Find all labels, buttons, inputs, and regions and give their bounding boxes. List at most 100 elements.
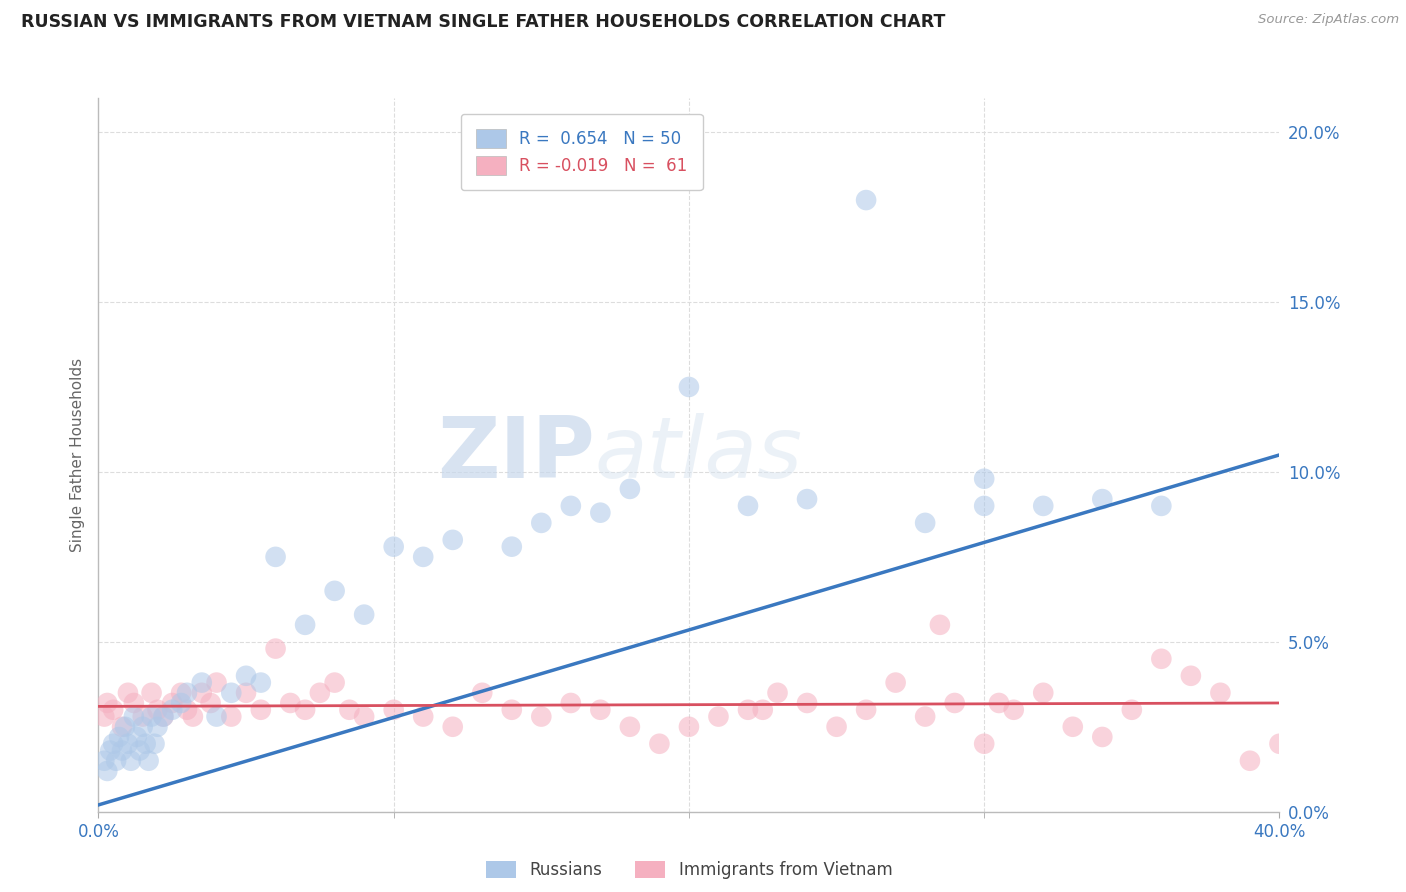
Point <box>855 703 877 717</box>
Point <box>943 696 966 710</box>
Point <box>125 730 148 744</box>
Point <box>560 696 582 710</box>
Point <box>120 754 142 768</box>
Point <box>235 686 257 700</box>
Point <box>1121 703 1143 717</box>
Point <box>146 720 169 734</box>
Text: ZIP: ZIP <box>437 413 595 497</box>
Point <box>884 675 907 690</box>
Point <box>200 696 222 710</box>
Point <box>114 720 136 734</box>
Point <box>96 764 118 778</box>
Point <box>337 703 360 717</box>
Point <box>987 696 1010 710</box>
Point <box>619 482 641 496</box>
Point <box>766 686 789 700</box>
Point <box>914 709 936 723</box>
Point <box>103 703 125 717</box>
Point <box>855 193 877 207</box>
Point <box>264 641 287 656</box>
Point <box>678 720 700 734</box>
Point <box>1180 669 1202 683</box>
Point <box>751 703 773 717</box>
Point <box>1002 703 1025 717</box>
Point <box>382 703 405 717</box>
Point <box>560 499 582 513</box>
Point <box>93 754 115 768</box>
Point <box>1239 754 1261 768</box>
Point <box>176 686 198 700</box>
Point <box>973 472 995 486</box>
Point <box>135 737 157 751</box>
Point <box>219 709 243 723</box>
Point <box>441 533 464 547</box>
Point <box>152 709 174 723</box>
Point <box>619 720 641 734</box>
Point <box>141 709 163 723</box>
Point <box>205 675 228 690</box>
Point <box>737 499 759 513</box>
Point <box>250 703 273 717</box>
Point <box>648 737 671 751</box>
Point <box>471 686 494 700</box>
Point <box>501 540 523 554</box>
Point <box>1150 499 1173 513</box>
Point <box>132 709 155 723</box>
Point <box>117 686 139 700</box>
Point <box>103 737 125 751</box>
Point <box>205 709 228 723</box>
Point <box>309 686 332 700</box>
Point <box>796 492 818 507</box>
Point <box>98 743 121 757</box>
Point <box>111 720 134 734</box>
Point <box>219 686 243 700</box>
Point <box>412 709 434 723</box>
Point <box>162 696 183 710</box>
Point <box>132 720 155 734</box>
Point <box>914 516 936 530</box>
Point <box>1268 737 1291 751</box>
Point <box>191 686 214 700</box>
Point <box>412 549 434 564</box>
Point <box>181 709 204 723</box>
Point <box>530 516 553 530</box>
Point <box>1062 720 1084 734</box>
Point <box>323 583 346 598</box>
Point <box>294 703 316 717</box>
Point <box>111 743 134 757</box>
Point <box>1150 652 1173 666</box>
Point <box>176 703 198 717</box>
Point <box>96 696 118 710</box>
Point <box>323 675 346 690</box>
Point <box>825 720 848 734</box>
Point <box>382 540 405 554</box>
Text: Source: ZipAtlas.com: Source: ZipAtlas.com <box>1258 13 1399 27</box>
Legend: Russians, Immigrants from Vietnam: Russians, Immigrants from Vietnam <box>479 854 898 886</box>
Point <box>143 737 166 751</box>
Y-axis label: Single Father Households: Single Father Households <box>69 358 84 552</box>
Point <box>1091 730 1114 744</box>
Point <box>1091 492 1114 507</box>
Point <box>152 709 174 723</box>
Point <box>278 696 302 710</box>
Point <box>162 703 183 717</box>
Point <box>1209 686 1232 700</box>
Point <box>796 696 818 710</box>
Point <box>737 703 759 717</box>
Point <box>530 709 553 723</box>
Point <box>353 709 375 723</box>
Point <box>128 743 150 757</box>
Point <box>122 696 145 710</box>
Point <box>441 720 464 734</box>
Point <box>141 686 163 700</box>
Point <box>294 617 316 632</box>
Point <box>973 499 995 513</box>
Point <box>250 675 273 690</box>
Point <box>108 730 131 744</box>
Point <box>191 675 214 690</box>
Point <box>678 380 700 394</box>
Text: RUSSIAN VS IMMIGRANTS FROM VIETNAM SINGLE FATHER HOUSEHOLDS CORRELATION CHART: RUSSIAN VS IMMIGRANTS FROM VIETNAM SINGL… <box>21 13 945 31</box>
Point <box>117 737 139 751</box>
Point <box>105 754 128 768</box>
Point <box>928 617 950 632</box>
